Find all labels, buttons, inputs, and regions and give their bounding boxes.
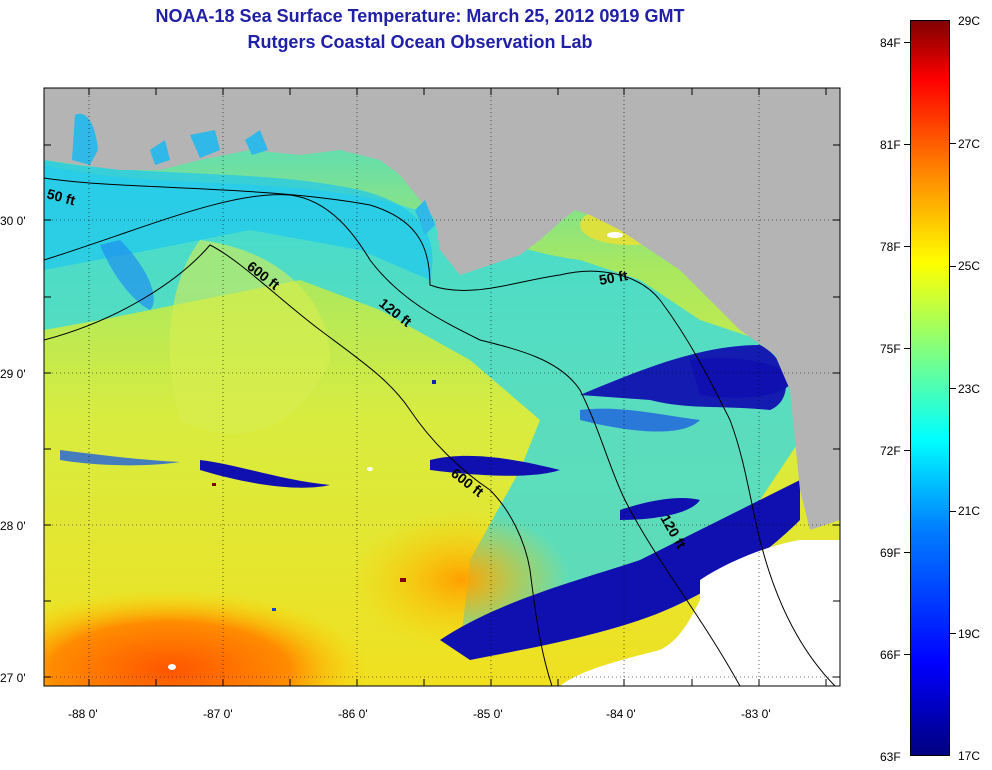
fahrenheit-label: 84F <box>880 36 901 50</box>
nearshore-cool-water <box>44 160 433 280</box>
colorbar-tick <box>950 266 956 267</box>
lon-label: -87 0' <box>203 707 233 721</box>
celsius-label: 19C <box>958 627 981 641</box>
warm-core <box>169 240 330 434</box>
cloud-cover <box>168 232 840 686</box>
celsius-label: 21C <box>958 504 981 518</box>
isobath-600ft <box>44 244 553 686</box>
fahrenheit-label: 66F <box>880 648 901 662</box>
temperature-colorbar <box>910 20 950 756</box>
celsius-label: 29C <box>958 14 981 28</box>
colorbar-tick <box>904 654 910 655</box>
graticule <box>44 88 840 686</box>
colorbar-tick <box>904 246 910 247</box>
map-frame <box>43 87 841 687</box>
coastal-bays <box>72 113 435 235</box>
fahrenheit-label: 75F <box>880 342 901 356</box>
celsius-label: 25C <box>958 259 981 273</box>
lon-label: -85 0' <box>473 707 503 721</box>
axis-ticks <box>44 88 840 686</box>
colorbar-tick <box>904 450 910 451</box>
stray-pixels <box>212 380 436 611</box>
axis-labels: 30 0' 29 0' 28 0' 27 0' -88 0' -87 0' -8… <box>0 214 771 721</box>
colorbar-tick <box>904 42 910 43</box>
celsius-label: 17C <box>958 749 981 763</box>
fahrenheit-label: 69F <box>880 546 901 560</box>
colorbar-tick <box>904 144 910 145</box>
river-plume <box>100 240 154 310</box>
fahrenheit-label: 78F <box>880 240 901 254</box>
celsius-label: 23C <box>958 382 981 396</box>
land-mass <box>44 88 840 530</box>
warm-water-southwest <box>44 590 370 686</box>
isobath-label: 50 ft <box>45 185 77 208</box>
colorbar-tick <box>904 552 910 553</box>
lon-label: -83 0' <box>741 707 771 721</box>
isobath-label: 50 ft <box>598 267 629 288</box>
isobath-120ft <box>44 194 741 686</box>
map-subtitle: Rutgers Coastal Ocean Observation Lab <box>247 32 593 52</box>
colorbar-tick <box>950 143 956 144</box>
fahrenheit-label: 72F <box>880 444 901 458</box>
fahrenheit-label: 63F <box>880 750 901 764</box>
isobath-50ft <box>44 177 836 686</box>
map-area <box>44 88 840 686</box>
map-title: NOAA-18 Sea Surface Temperature: March 2… <box>155 6 685 26</box>
colorbar-tick <box>950 388 956 389</box>
colorbar-tick <box>904 348 910 349</box>
celsius-label: 27C <box>958 137 981 151</box>
lat-label: 30 0' <box>0 214 26 228</box>
colorbar-tick <box>950 511 956 512</box>
lon-label: -86 0' <box>338 707 368 721</box>
colorbar-tick <box>950 633 956 634</box>
lat-label: 29 0' <box>0 367 26 381</box>
isobaths <box>44 177 836 686</box>
lon-label: -84 0' <box>606 707 636 721</box>
lat-label: 28 0' <box>0 519 26 533</box>
lat-label: 27 0' <box>0 671 26 685</box>
fahrenheit-label: 81F <box>880 138 901 152</box>
lon-label: -88 0' <box>68 707 98 721</box>
